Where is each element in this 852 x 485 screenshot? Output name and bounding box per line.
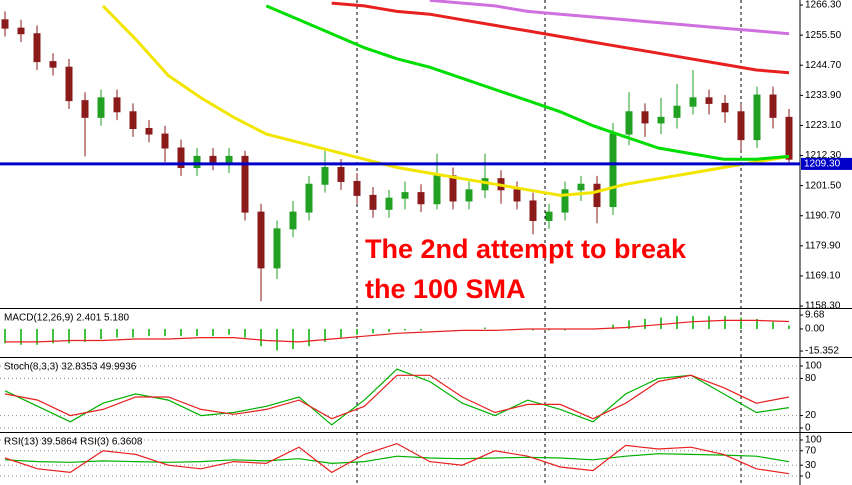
candle-body <box>657 116 665 124</box>
annotation: The 2nd attempt to break <box>365 234 687 264</box>
candle-body <box>113 97 121 113</box>
y-tick-label: 1212.30 <box>805 150 842 161</box>
candle-body <box>593 183 601 208</box>
y-tick-label: 1158.30 <box>805 301 841 312</box>
candle-body <box>513 189 521 202</box>
y-tick-label: -15.352 <box>805 346 839 357</box>
candle-body <box>417 192 425 205</box>
candle-body <box>385 197 393 210</box>
candle-body <box>769 94 777 118</box>
y-tick-label: 80 <box>805 373 817 384</box>
indicator-line <box>265 4 790 161</box>
candle-body <box>609 133 617 208</box>
y-tick-label: 1255.50 <box>805 30 842 41</box>
candle-body <box>129 111 137 129</box>
y-tick-label: 70 <box>805 445 817 456</box>
candle-body <box>289 211 297 230</box>
candle-body <box>673 105 681 118</box>
candle-body <box>321 167 329 185</box>
indicator-line <box>4 442 790 475</box>
candle-body <box>705 97 713 104</box>
candle-body <box>625 111 633 135</box>
indicator-line <box>101 4 790 197</box>
candle-body <box>177 147 185 169</box>
y-tick-label: 0.00 <box>805 324 825 335</box>
y-tick-label: 30 <box>805 460 817 471</box>
panel-title: RSI(13) 39.5864 RSI(3) 6.3608 <box>4 437 143 448</box>
price-label-box <box>801 157 852 170</box>
y-tick-label: 20 <box>805 410 817 421</box>
candle-body <box>401 192 409 199</box>
candle-body <box>721 102 729 113</box>
candle-body <box>257 211 265 269</box>
panel-title: MACD(12,26,9) 2.401 5.180 <box>4 313 130 324</box>
candle-body <box>561 189 569 213</box>
y-tick-label: 1201.50 <box>805 180 842 191</box>
indicator-line <box>331 1 790 75</box>
candle-body <box>433 175 441 205</box>
candle-body <box>449 175 457 202</box>
candle-body <box>465 189 473 202</box>
candle-body <box>65 66 73 102</box>
y-tick-label: 1266.30 <box>805 0 842 11</box>
y-tick-label: 0 <box>805 423 811 434</box>
candle-body <box>737 111 745 141</box>
candle-body <box>17 27 25 35</box>
candle-body <box>273 228 281 269</box>
candle-body <box>97 97 105 118</box>
candle-body <box>49 61 57 68</box>
y-tick-label: 100 <box>805 361 822 372</box>
indicator-line <box>429 0 790 36</box>
indicator-line <box>4 368 790 426</box>
candle-body <box>1 19 9 29</box>
candle-body <box>33 33 41 63</box>
indicator-line <box>5 319 790 343</box>
candle-body <box>369 194 377 210</box>
candle-body <box>529 200 537 221</box>
candle-body <box>785 116 793 160</box>
candle-body <box>305 183 313 213</box>
candle-body <box>577 183 585 191</box>
annotation: the 100 SMA <box>365 274 526 304</box>
y-tick-label: 1233.90 <box>805 90 842 101</box>
y-tick-label: 0 <box>805 471 811 482</box>
candle-body <box>209 155 217 163</box>
y-tick-label: 1223.10 <box>805 120 842 131</box>
candle-body <box>689 97 697 107</box>
y-tick-label: 100 <box>805 435 822 446</box>
candle-body <box>545 211 553 221</box>
candle-body <box>337 167 345 182</box>
price-label: 1209.30 <box>804 159 841 170</box>
candle-body <box>225 155 233 163</box>
candle-body <box>753 94 761 141</box>
indicator-line <box>4 453 790 465</box>
panel-title: Stoch(8,3,3) 32.8353 49.9936 <box>4 362 137 373</box>
candle-body <box>641 111 649 124</box>
y-tick-label: 1179.90 <box>805 240 841 251</box>
y-tick-label: 1190.70 <box>805 210 841 221</box>
indicator-line <box>4 374 790 420</box>
y-tick-label: 1169.10 <box>805 271 841 282</box>
candle-body <box>81 100 89 118</box>
y-tick-label: 9.68 <box>805 310 825 321</box>
candle-body <box>145 127 153 135</box>
candle-body <box>161 133 169 149</box>
candle-body <box>353 180 361 196</box>
y-tick-label: 1244.70 <box>805 60 842 71</box>
candle-body <box>193 155 201 169</box>
candle-body <box>241 155 249 213</box>
